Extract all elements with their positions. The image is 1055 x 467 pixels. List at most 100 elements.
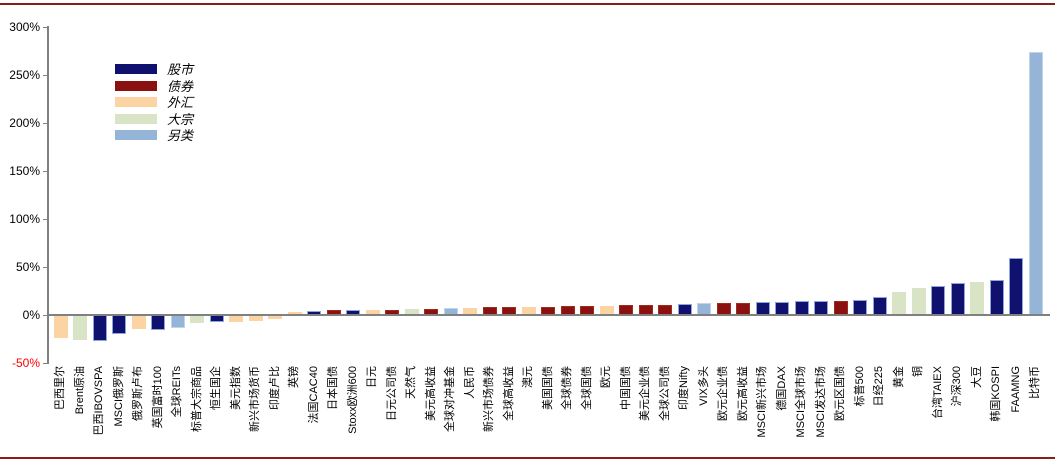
y-axis-tick-label: 200% bbox=[9, 115, 40, 130]
y-axis-tick-mark bbox=[43, 170, 48, 172]
x-axis-label: 印度Nifty bbox=[678, 366, 690, 410]
legend-label-alternative: 另类 bbox=[167, 128, 194, 143]
x-axis-label: 日元公司债 bbox=[385, 366, 398, 421]
x-axis-label: 恒生国企 bbox=[210, 366, 222, 410]
bottom-border-line bbox=[0, 457, 1055, 459]
x-axis-label: 韩国KOSPI bbox=[990, 366, 1002, 422]
x-axis-label: 日经225 bbox=[873, 366, 885, 407]
x-axis-label: 日本国债 bbox=[327, 366, 339, 410]
x-axis-label: 美元高收益 bbox=[424, 366, 437, 421]
x-axis-label: 欧元高收益 bbox=[736, 366, 749, 421]
bar-stock bbox=[112, 314, 126, 335]
x-axis-label: 德国DAX bbox=[775, 366, 788, 411]
x-axis-label: 全球高收益 bbox=[502, 366, 515, 421]
x-axis-label: 新兴市场债券 bbox=[483, 366, 495, 432]
legend-label-stock: 股市 bbox=[167, 62, 194, 77]
legend-label-commodity: 大宗 bbox=[167, 111, 194, 127]
y-axis-tick-label: 100% bbox=[9, 211, 40, 226]
x-axis-label: 全球国债 bbox=[580, 366, 593, 410]
y-axis-tick-label: 150% bbox=[9, 163, 40, 178]
x-axis-label: 英镑 bbox=[288, 366, 300, 388]
bar-commodity bbox=[892, 291, 906, 316]
x-axis-label: 全球债券 bbox=[561, 366, 573, 410]
y-axis-tick-label: 300% bbox=[9, 19, 40, 34]
bar-commodity bbox=[970, 281, 984, 316]
x-axis-label: 黄金 bbox=[892, 366, 905, 388]
x-axis-label: 大豆 bbox=[970, 366, 983, 388]
bar-alternative bbox=[170, 314, 185, 328]
x-axis-label: MSCI俄罗斯 bbox=[112, 366, 125, 427]
x-axis-label: MSCI全球市场 bbox=[795, 366, 807, 438]
x-axis-label: 俄罗斯卢布 bbox=[132, 366, 144, 421]
bar-alternative bbox=[1028, 52, 1043, 316]
bar-stock bbox=[151, 314, 165, 331]
bar-stock bbox=[92, 314, 107, 341]
x-axis-label: 澳元 bbox=[522, 366, 534, 388]
x-axis-label: 沪深300 bbox=[951, 366, 963, 407]
bar-stock bbox=[209, 314, 224, 323]
y-axis-tick-label: 0% bbox=[22, 307, 40, 322]
x-axis-label: 印度卢比 bbox=[268, 366, 281, 410]
y-axis-line bbox=[47, 25, 49, 364]
bar-fx bbox=[131, 314, 146, 330]
bar-stock bbox=[931, 286, 945, 316]
x-axis-label: Brent原油 bbox=[73, 366, 86, 415]
y-axis-tick-label: -50% bbox=[11, 355, 40, 370]
bar-commodity bbox=[73, 314, 87, 340]
y-axis-tick-mark bbox=[43, 26, 48, 28]
legend-swatch-alternative bbox=[115, 130, 157, 140]
bar-fx bbox=[229, 314, 243, 322]
x-axis-label: 美元企业债 bbox=[639, 366, 651, 421]
x-axis-label: 英国富时100 bbox=[151, 366, 164, 429]
x-axis-label: 日元 bbox=[366, 366, 378, 388]
x-axis-label: 欧元企业债 bbox=[717, 366, 729, 421]
x-axis-label: 全球公司债 bbox=[658, 366, 671, 421]
label-clip-mask bbox=[0, 459, 1055, 467]
y-axis-tick-mark bbox=[43, 314, 48, 316]
x-axis-label: 比特币 bbox=[1029, 366, 1041, 399]
y-axis-tick-label: 250% bbox=[9, 67, 40, 82]
bar-stock bbox=[989, 279, 1004, 316]
x-axis-label: Stoxx欧洲600 bbox=[346, 366, 359, 434]
legend-label-fx: 外汇 bbox=[167, 95, 194, 110]
legend-swatch-bond bbox=[115, 80, 157, 91]
x-axis-label: 巴西IBOVSPA bbox=[93, 366, 105, 436]
legend-label-bond: 债券 bbox=[167, 78, 194, 94]
legend-swatch-commodity bbox=[115, 113, 157, 124]
y-axis-tick-mark bbox=[43, 266, 48, 268]
bar-fx bbox=[53, 314, 68, 339]
bar-stock bbox=[1009, 258, 1023, 316]
x-axis-label: 铜 bbox=[912, 366, 924, 377]
legend-swatch-stock bbox=[115, 64, 157, 74]
bar-commodity bbox=[190, 314, 204, 323]
x-axis-label: 全球对冲基金 bbox=[444, 366, 456, 432]
x-axis-label: 欧元区国债 bbox=[834, 366, 846, 421]
x-axis-label: 巴西里尔 bbox=[54, 366, 66, 410]
y-axis-tick-mark bbox=[43, 218, 48, 220]
x-axis-label: 标普500 bbox=[853, 366, 866, 407]
bar-commodity bbox=[911, 287, 926, 316]
x-axis-label: 全球REITs bbox=[171, 366, 183, 418]
bar-stock bbox=[950, 282, 965, 316]
x-axis-label: 人民币 bbox=[463, 366, 476, 399]
x-axis-label: 天然气 bbox=[405, 366, 417, 399]
x-axis-label: VIX多头 bbox=[697, 366, 710, 406]
x-axis-label: 新兴市场货币 bbox=[249, 366, 261, 432]
x-axis-label: MSCI发达市场 bbox=[814, 366, 827, 438]
y-axis-tick-mark bbox=[43, 74, 48, 76]
y-axis-tick-mark bbox=[43, 362, 48, 364]
legend-swatch-fx bbox=[115, 97, 157, 107]
y-axis-tick-label: 50% bbox=[15, 259, 40, 274]
y-axis-tick-mark bbox=[43, 122, 48, 124]
top-border-line bbox=[0, 3, 1055, 5]
x-axis-label: 中国国债 bbox=[619, 366, 632, 410]
x-axis-zero-line bbox=[47, 313, 1050, 316]
x-axis-label: 台湾TAIEX bbox=[931, 366, 944, 419]
x-axis-label: 法国CAC40 bbox=[307, 366, 320, 424]
x-axis-label: MSCI新兴市场 bbox=[756, 366, 768, 438]
x-axis-label: FAAMNG bbox=[1009, 366, 1022, 413]
x-axis-label: 标普大宗商品 bbox=[190, 366, 203, 432]
x-axis-label: 美国国债 bbox=[541, 366, 554, 410]
x-axis-label: 美元指数 bbox=[229, 366, 242, 410]
